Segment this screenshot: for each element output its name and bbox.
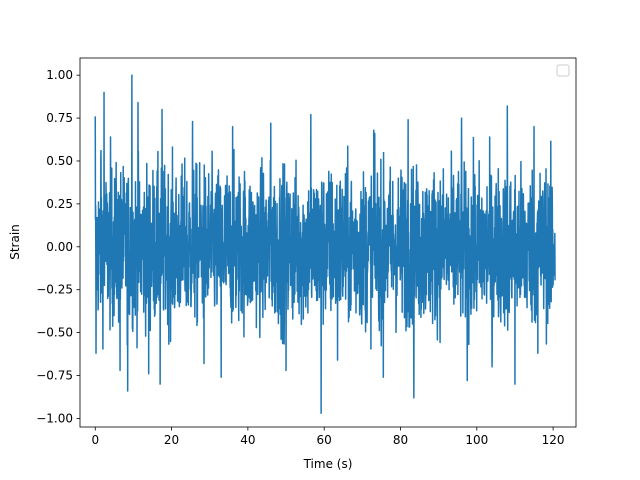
x-tick-label: 80 [393, 433, 408, 447]
y-tick-label: −1.00 [36, 411, 73, 425]
x-tick-label: 20 [164, 433, 179, 447]
y-tick-label: 0.50 [46, 154, 73, 168]
y-axis-label: Strain [8, 224, 22, 260]
y-tick-label: −0.25 [36, 283, 73, 297]
x-tick-label: 0 [91, 433, 99, 447]
x-axis-label: Time (s) [303, 457, 353, 471]
x-axis: 0 20 40 60 80 100 120 [91, 427, 565, 447]
x-tick-label: 120 [542, 433, 565, 447]
y-axis: −1.00 −0.75 −0.50 −0.25 0.00 0.25 0.50 0.75 1.00 [36, 68, 80, 425]
y-tick-label: −0.75 [36, 369, 73, 383]
y-tick-label: 1.00 [46, 68, 73, 82]
y-tick-label: 0.00 [46, 240, 73, 254]
legend-box [556, 64, 570, 77]
y-tick-label: 0.75 [46, 111, 73, 125]
x-tick-label: 60 [317, 433, 332, 447]
plot-frame [79, 57, 577, 428]
y-tick-label: 0.25 [46, 197, 73, 211]
x-tick-label: 40 [240, 433, 255, 447]
y-tick-label: −0.50 [36, 326, 73, 340]
x-tick-label: 100 [465, 433, 488, 447]
series-line [94, 74, 556, 415]
series-layer [94, 74, 556, 415]
